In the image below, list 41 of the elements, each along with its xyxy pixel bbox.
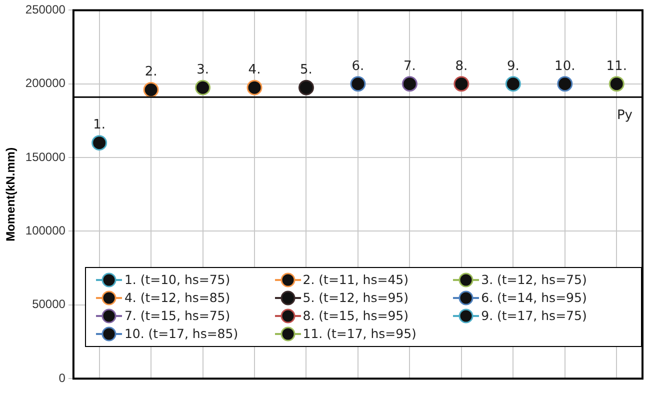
legend-label: 5. (t=12, hs=95)	[302, 290, 408, 306]
point	[505, 76, 521, 92]
legend-label: 1. (t=10, hs=75)	[124, 272, 230, 288]
annotation: 7.	[404, 58, 416, 74]
point	[557, 76, 573, 92]
legend-label: 6. (t=14, hs=95)	[481, 290, 587, 306]
annotation: 6.	[352, 58, 364, 74]
annotation: 11.	[606, 58, 627, 74]
legend-label: 11. (t=17, hs=95)	[302, 326, 416, 342]
annotation: 8.	[455, 58, 468, 74]
annotation: 3.	[196, 62, 209, 78]
ref-line-label: Py	[616, 108, 633, 124]
legend-label: 2. (t=11, hs=45)	[302, 272, 408, 288]
point	[608, 76, 624, 92]
annotation: 5.	[300, 62, 312, 78]
legend-label: 7. (t=15, hs=75)	[124, 308, 230, 324]
point	[350, 76, 366, 92]
legend-label: 10. (t=17, hs=85)	[124, 326, 238, 342]
annotation: 2.	[144, 64, 158, 80]
annotation: 10.	[554, 58, 576, 74]
y-axis-title: Moment(kN.mm)	[4, 147, 18, 242]
legend-label: 9. (t=17, hs=75)	[481, 308, 587, 324]
point	[402, 76, 418, 92]
point	[298, 80, 314, 96]
point	[195, 80, 211, 96]
legend-label: 3. (t=12, hs=75)	[481, 272, 587, 288]
y-tick-label: 200000	[25, 76, 66, 90]
legend-label: 4. (t=12, hs=85)	[124, 290, 230, 306]
annotation: 1.	[93, 118, 106, 133]
legend-label: 8. (t=15, hs=95)	[302, 308, 408, 324]
point	[92, 135, 108, 151]
point	[246, 80, 262, 96]
y-tick-label: 0	[58, 370, 66, 385]
y-tick-label: 250000	[25, 2, 66, 17]
point	[143, 82, 159, 98]
y-tick-label: 100000	[25, 224, 66, 238]
y-tick-label: 50000	[32, 297, 66, 312]
point	[454, 76, 470, 92]
annotation: 9.	[506, 58, 520, 74]
annotation: 4.	[248, 62, 261, 78]
y-tick-label: 150000	[25, 150, 66, 164]
